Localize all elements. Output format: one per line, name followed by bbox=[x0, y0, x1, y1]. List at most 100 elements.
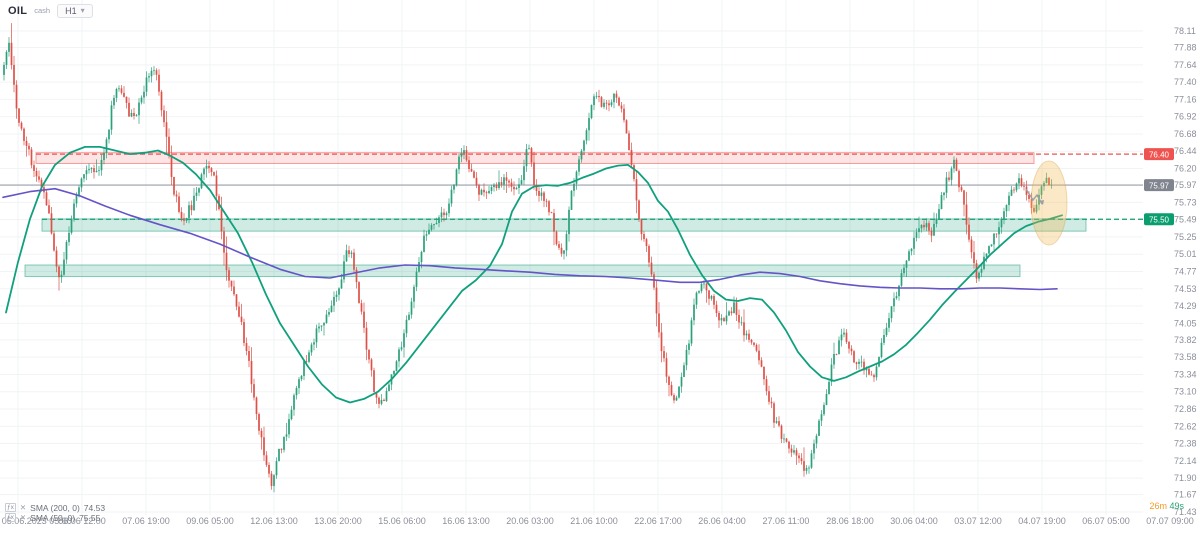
candle bbox=[345, 250, 348, 262]
candle bbox=[713, 296, 715, 305]
candle bbox=[255, 397, 258, 415]
candle bbox=[288, 419, 290, 435]
symbol-name[interactable]: OIL bbox=[8, 5, 28, 17]
candle bbox=[873, 375, 875, 378]
candle bbox=[158, 74, 160, 92]
candle bbox=[540, 192, 543, 196]
price-tick-label: 72.38 bbox=[1174, 439, 1197, 449]
candle bbox=[303, 361, 305, 376]
candle bbox=[693, 304, 695, 321]
price-tick-label: 73.10 bbox=[1174, 387, 1197, 397]
candle bbox=[928, 223, 930, 231]
support-line-tag[interactable]: 75.50 bbox=[1144, 213, 1174, 226]
candle bbox=[608, 103, 610, 106]
close-icon[interactable]: ✕ bbox=[19, 513, 27, 522]
candle bbox=[223, 231, 225, 253]
candle bbox=[115, 89, 118, 98]
price-axis[interactable]: 78.11 77.88 77.64 77.40 77.16 76.92 76.68 76.44… bbox=[1144, 26, 1197, 517]
candle bbox=[653, 274, 655, 288]
candle bbox=[203, 168, 205, 175]
candle bbox=[635, 179, 638, 201]
candle bbox=[703, 283, 705, 285]
resistance-line-tag[interactable]: 76.40 bbox=[1144, 148, 1174, 161]
price-tag-text: 75.50 bbox=[1149, 215, 1170, 224]
price-tag-text: 75.97 bbox=[1149, 181, 1170, 190]
candle bbox=[495, 184, 498, 189]
candle bbox=[425, 234, 428, 236]
candle bbox=[268, 464, 270, 474]
support-zone-lower[interactable] bbox=[24, 264, 1021, 278]
candle bbox=[238, 306, 240, 317]
time-tick-label: 07.06 19:00 bbox=[122, 516, 170, 526]
highlight-ellipse[interactable] bbox=[1030, 160, 1068, 246]
candle bbox=[805, 467, 808, 471]
candle bbox=[803, 461, 805, 471]
candle bbox=[460, 153, 463, 157]
time-tick-label: 09.06 05:00 bbox=[186, 516, 234, 526]
candle bbox=[350, 252, 353, 254]
candle bbox=[543, 192, 545, 201]
levels bbox=[0, 153, 1143, 220]
candles bbox=[3, 23, 1053, 493]
candle bbox=[1005, 205, 1008, 212]
candle bbox=[1023, 185, 1025, 187]
candle bbox=[688, 343, 690, 350]
candle bbox=[348, 250, 350, 254]
candle bbox=[438, 217, 440, 223]
candle bbox=[570, 190, 573, 210]
price-tick-label: 75.97 bbox=[1174, 180, 1197, 190]
time-tick-label: 12.06 13:00 bbox=[250, 516, 298, 526]
drawn-arrow-head[interactable] bbox=[1039, 200, 1044, 205]
candle bbox=[355, 269, 358, 283]
candle bbox=[560, 247, 563, 254]
chevron-down-icon: ▾ bbox=[80, 6, 85, 15]
price-tick-label: 77.64 bbox=[1174, 60, 1197, 70]
current-price-line-tag[interactable]: 75.97 bbox=[1144, 179, 1174, 192]
price-tick-label: 73.34 bbox=[1174, 369, 1197, 379]
time-tick-label: 13.06 20:00 bbox=[314, 516, 362, 526]
candle bbox=[75, 195, 78, 204]
candle bbox=[993, 233, 995, 245]
candle bbox=[48, 205, 50, 214]
candle bbox=[795, 450, 798, 456]
candle bbox=[628, 133, 630, 151]
candle bbox=[603, 102, 605, 107]
candle bbox=[148, 76, 150, 78]
candle bbox=[473, 171, 475, 178]
candle bbox=[103, 152, 105, 160]
candle bbox=[918, 228, 920, 233]
candle bbox=[568, 209, 570, 235]
candle bbox=[808, 467, 810, 469]
resistance-zone[interactable] bbox=[35, 152, 1035, 164]
countdown-seconds: 49s bbox=[1169, 501, 1184, 511]
candle bbox=[953, 159, 955, 169]
candle bbox=[33, 165, 35, 171]
candle bbox=[183, 218, 185, 221]
candle bbox=[130, 112, 133, 117]
candle bbox=[920, 224, 923, 229]
candle bbox=[925, 223, 928, 228]
candle bbox=[515, 187, 518, 190]
candle bbox=[273, 475, 275, 486]
candle bbox=[840, 334, 843, 341]
timeframe-dropdown[interactable]: H1 ▾ bbox=[57, 4, 93, 18]
time-tick-label: 04.07 19:00 bbox=[1018, 516, 1066, 526]
candle bbox=[730, 311, 733, 314]
candle bbox=[678, 386, 680, 398]
drawn-arrow[interactable] bbox=[1025, 188, 1043, 205]
candle bbox=[605, 102, 608, 104]
candle bbox=[800, 458, 803, 462]
candle bbox=[623, 108, 625, 121]
candle bbox=[405, 319, 408, 334]
candle bbox=[313, 342, 315, 345]
candle bbox=[990, 244, 993, 247]
candle bbox=[798, 455, 800, 459]
time-tick-label: 22.06 17:00 bbox=[634, 516, 682, 526]
candle bbox=[373, 370, 375, 393]
close-icon[interactable]: ✕ bbox=[19, 503, 27, 512]
candle bbox=[215, 175, 218, 197]
candle bbox=[868, 368, 870, 375]
candle bbox=[78, 187, 80, 196]
